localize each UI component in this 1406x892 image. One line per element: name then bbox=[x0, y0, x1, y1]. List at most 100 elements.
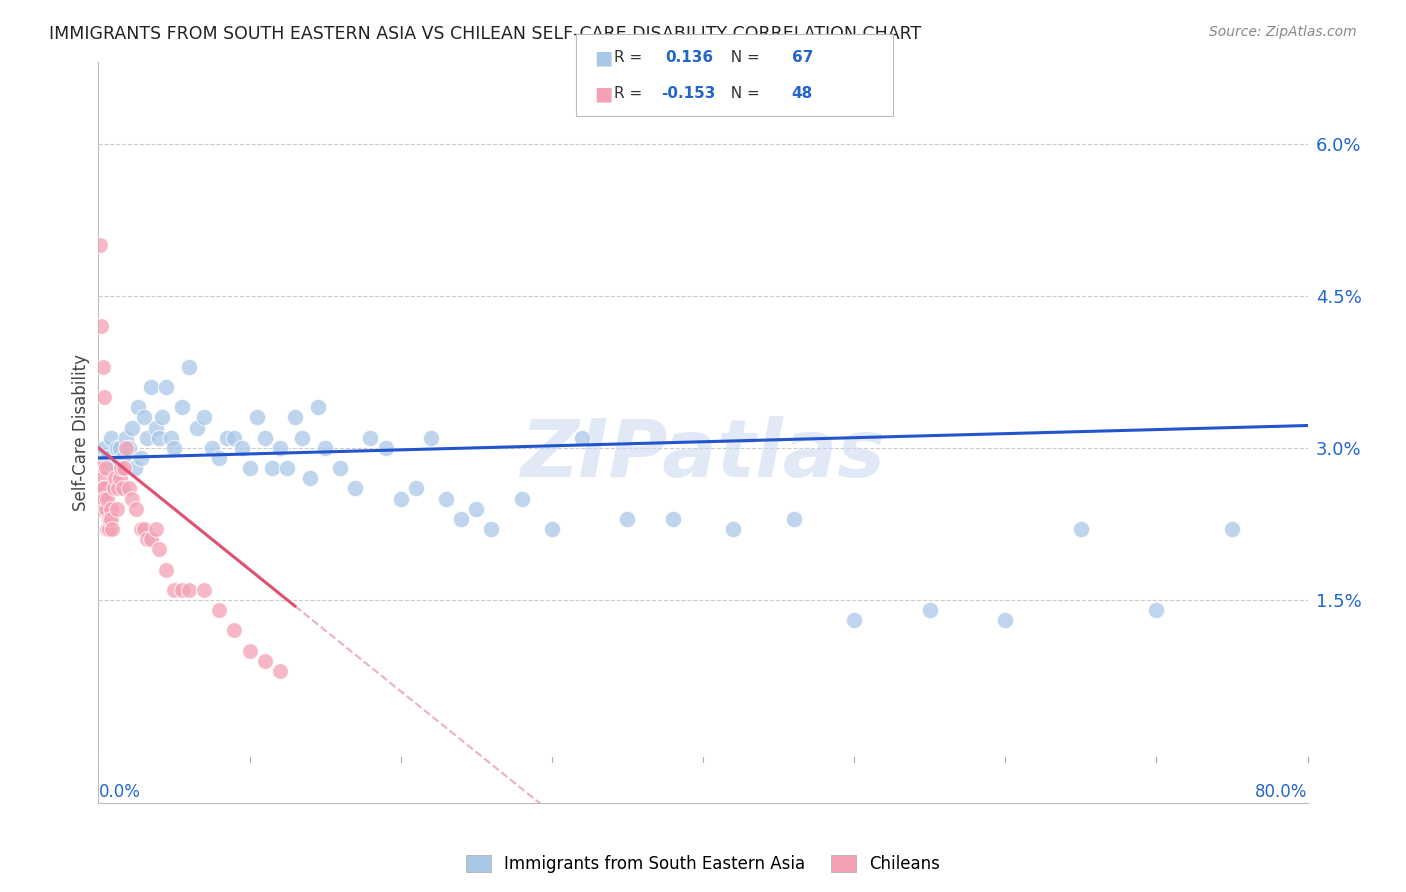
Point bbox=[94, 501, 117, 516]
Point bbox=[93, 441, 115, 455]
Point bbox=[90, 450, 112, 465]
Point bbox=[129, 450, 152, 465]
Point bbox=[389, 491, 412, 506]
Point bbox=[224, 624, 246, 638]
Point bbox=[96, 491, 118, 506]
Point bbox=[103, 482, 125, 496]
Y-axis label: Self-Care Disability: Self-Care Disability bbox=[72, 354, 90, 511]
Point bbox=[107, 482, 129, 496]
Point bbox=[101, 522, 124, 536]
Text: R =: R = bbox=[614, 51, 648, 65]
Text: Source: ZipAtlas.com: Source: ZipAtlas.com bbox=[1209, 25, 1357, 39]
Point bbox=[208, 603, 231, 617]
Point bbox=[994, 613, 1017, 627]
Point bbox=[124, 461, 146, 475]
Point bbox=[93, 491, 115, 506]
Point bbox=[129, 522, 152, 536]
Point bbox=[100, 512, 122, 526]
Point bbox=[299, 471, 322, 485]
Text: 0.0%: 0.0% bbox=[98, 782, 141, 801]
Point bbox=[239, 461, 262, 475]
Point bbox=[89, 461, 111, 475]
Text: ■: ■ bbox=[595, 84, 613, 103]
Point bbox=[661, 512, 683, 526]
Text: 80.0%: 80.0% bbox=[1256, 782, 1308, 801]
Point bbox=[215, 431, 238, 445]
Point bbox=[269, 664, 291, 678]
Point bbox=[170, 582, 193, 597]
Point bbox=[540, 522, 562, 536]
Point bbox=[127, 401, 149, 415]
Point bbox=[844, 613, 866, 627]
Point bbox=[160, 431, 183, 445]
Text: R =: R = bbox=[614, 87, 648, 101]
Point bbox=[405, 482, 427, 496]
Point bbox=[121, 491, 143, 506]
Point bbox=[93, 482, 115, 496]
Point bbox=[104, 471, 127, 485]
Text: IMMIGRANTS FROM SOUTH EASTERN ASIA VS CHILEAN SELF-CARE DISABILITY CORRELATION C: IMMIGRANTS FROM SOUTH EASTERN ASIA VS CH… bbox=[49, 25, 921, 43]
Point bbox=[90, 501, 112, 516]
Point bbox=[276, 461, 298, 475]
Point bbox=[145, 522, 167, 536]
Point bbox=[284, 410, 307, 425]
Point bbox=[150, 410, 173, 425]
Point bbox=[96, 450, 118, 465]
Point bbox=[145, 420, 167, 434]
Text: -0.153: -0.153 bbox=[661, 87, 716, 101]
Point bbox=[1220, 522, 1243, 536]
Point bbox=[141, 532, 163, 546]
Point bbox=[105, 441, 128, 455]
Point bbox=[114, 431, 136, 445]
Point bbox=[179, 582, 201, 597]
Point bbox=[91, 482, 114, 496]
Point bbox=[1144, 603, 1167, 617]
Point bbox=[135, 431, 157, 445]
Point bbox=[262, 461, 284, 475]
Point bbox=[91, 471, 114, 485]
Point bbox=[103, 461, 125, 475]
Point bbox=[360, 431, 382, 445]
Point bbox=[239, 643, 262, 657]
Point bbox=[98, 512, 121, 526]
Point bbox=[141, 380, 163, 394]
Point bbox=[100, 431, 122, 445]
Point bbox=[314, 441, 336, 455]
Point bbox=[118, 482, 141, 496]
Text: N =: N = bbox=[721, 51, 765, 65]
Point bbox=[344, 482, 367, 496]
Point bbox=[253, 431, 276, 445]
Point bbox=[434, 491, 457, 506]
Point bbox=[918, 603, 941, 617]
Point bbox=[135, 532, 157, 546]
Point bbox=[110, 461, 132, 475]
Point bbox=[108, 471, 131, 485]
Point bbox=[571, 431, 593, 445]
Point bbox=[510, 491, 533, 506]
Point bbox=[148, 542, 170, 557]
Point bbox=[208, 450, 231, 465]
Point bbox=[291, 431, 314, 445]
Point bbox=[94, 461, 117, 475]
Point bbox=[1070, 522, 1092, 536]
Point bbox=[616, 512, 638, 526]
Text: N =: N = bbox=[721, 87, 765, 101]
Point bbox=[193, 410, 215, 425]
Point bbox=[307, 401, 329, 415]
Point bbox=[224, 431, 246, 445]
Point bbox=[89, 238, 111, 252]
Point bbox=[163, 582, 186, 597]
Point bbox=[163, 441, 186, 455]
Point bbox=[100, 501, 122, 516]
Point bbox=[155, 562, 177, 576]
Text: 67: 67 bbox=[792, 51, 813, 65]
Text: 0.136: 0.136 bbox=[665, 51, 713, 65]
Point bbox=[783, 512, 806, 526]
Point bbox=[90, 319, 112, 334]
Point bbox=[186, 420, 208, 434]
Point bbox=[125, 501, 148, 516]
Point bbox=[132, 522, 155, 536]
Point bbox=[253, 654, 276, 668]
Point bbox=[179, 359, 201, 374]
Point bbox=[111, 482, 134, 496]
